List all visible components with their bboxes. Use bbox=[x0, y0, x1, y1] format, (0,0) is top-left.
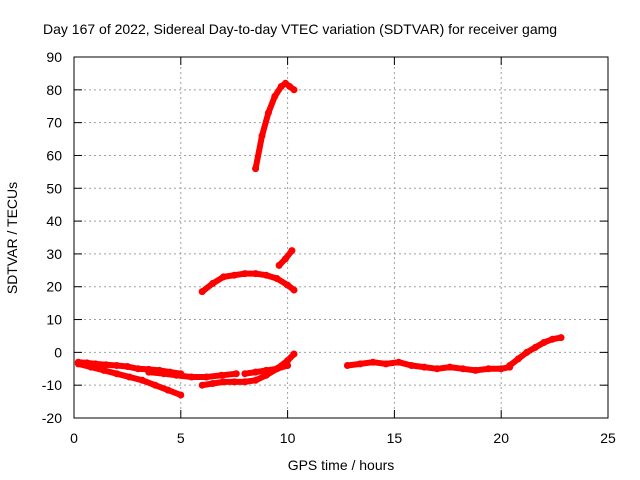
x-tick-label: 10 bbox=[280, 430, 296, 446]
y-tick-label: 40 bbox=[46, 213, 62, 229]
data-point bbox=[145, 368, 153, 376]
data-point bbox=[241, 378, 249, 386]
data-point bbox=[151, 381, 159, 389]
data-point bbox=[343, 362, 351, 369]
data-point bbox=[282, 255, 289, 263]
y-tick-label: 30 bbox=[46, 246, 62, 262]
data-point bbox=[459, 365, 467, 373]
data-point bbox=[173, 371, 180, 379]
data-point bbox=[395, 358, 403, 366]
data-point bbox=[288, 247, 296, 255]
data-point bbox=[160, 370, 168, 378]
data-point bbox=[252, 368, 260, 376]
data-point bbox=[433, 365, 441, 373]
y-axis-label: SDTVAR / TECUs bbox=[4, 182, 20, 294]
y-tick-label: 70 bbox=[46, 115, 62, 131]
data-point bbox=[202, 373, 210, 381]
data-point bbox=[290, 350, 298, 358]
data-point bbox=[138, 376, 146, 384]
x-tick-label: 20 bbox=[493, 430, 509, 446]
data-series bbox=[74, 79, 565, 399]
data-point bbox=[262, 271, 270, 279]
data-point bbox=[273, 275, 281, 282]
x-tick-label: 25 bbox=[600, 430, 616, 446]
data-point bbox=[382, 360, 390, 368]
data-point bbox=[264, 109, 272, 117]
data-point bbox=[74, 360, 82, 368]
data-point bbox=[209, 279, 217, 287]
data-point bbox=[100, 366, 108, 374]
data-point bbox=[241, 370, 249, 378]
data-point bbox=[549, 335, 556, 343]
data-point bbox=[102, 361, 110, 369]
y-tick-label: -10 bbox=[42, 377, 62, 393]
data-point bbox=[557, 334, 565, 342]
data-point bbox=[273, 365, 281, 373]
data-point bbox=[87, 363, 95, 371]
data-point bbox=[484, 365, 492, 373]
data-point bbox=[446, 363, 454, 371]
data-point bbox=[497, 365, 505, 373]
data-point bbox=[126, 373, 133, 381]
data-point bbox=[220, 378, 227, 386]
x-tick-label: 5 bbox=[177, 430, 185, 446]
y-tick-label: 20 bbox=[46, 279, 62, 295]
data-point bbox=[241, 270, 249, 278]
y-axis-ticks: -20 -10 0 10 20 30 40 50 60 70 80 90 bbox=[42, 49, 608, 426]
data-point bbox=[123, 363, 131, 370]
data-point bbox=[164, 386, 172, 394]
data-point bbox=[540, 339, 548, 346]
data-point bbox=[209, 380, 217, 387]
data-point bbox=[271, 92, 279, 100]
x-tick-label: 0 bbox=[70, 430, 78, 446]
plot-frame bbox=[73, 56, 609, 419]
data-point bbox=[284, 362, 292, 369]
data-point bbox=[514, 355, 522, 363]
y-tick-label: 80 bbox=[46, 82, 62, 98]
series-line-arc-6 bbox=[199, 270, 297, 295]
data-point bbox=[113, 362, 121, 369]
data-point bbox=[284, 357, 292, 365]
y-tick-label: 50 bbox=[46, 180, 62, 196]
data-point bbox=[252, 270, 260, 278]
x-axis-ticks: 0 5 10 15 20 25 bbox=[70, 57, 616, 446]
chart-title: Day 167 of 2022, Sidereal Day-to-day VTE… bbox=[43, 21, 557, 37]
data-point bbox=[284, 281, 292, 289]
x-tick-label: 15 bbox=[387, 430, 403, 446]
data-point bbox=[356, 360, 364, 368]
data-point bbox=[217, 371, 225, 379]
y-tick-label: 60 bbox=[46, 147, 62, 163]
data-point bbox=[290, 86, 298, 94]
y-tick-label: 90 bbox=[46, 49, 62, 65]
y-tick-label: 10 bbox=[46, 312, 62, 328]
data-point bbox=[262, 366, 270, 374]
data-point bbox=[252, 165, 260, 173]
data-point bbox=[408, 362, 415, 369]
y-tick-label: -20 bbox=[42, 410, 62, 426]
data-point bbox=[177, 391, 185, 399]
x-axis-label: GPS time / hours bbox=[288, 457, 395, 473]
data-point bbox=[420, 363, 428, 371]
data-point bbox=[230, 378, 238, 386]
data-point bbox=[472, 366, 480, 374]
data-point bbox=[258, 132, 266, 140]
data-point bbox=[113, 370, 121, 378]
data-point bbox=[290, 286, 298, 294]
data-point bbox=[198, 381, 206, 389]
data-point bbox=[369, 358, 377, 366]
y-tick-label: 0 bbox=[54, 344, 62, 360]
data-point bbox=[506, 362, 514, 369]
data-point bbox=[134, 365, 142, 373]
grid bbox=[74, 57, 608, 418]
data-point bbox=[230, 271, 238, 279]
data-point bbox=[275, 261, 283, 269]
data-point bbox=[198, 288, 206, 296]
data-point bbox=[252, 376, 260, 384]
data-point bbox=[220, 273, 227, 281]
data-point bbox=[523, 348, 531, 356]
data-point bbox=[232, 370, 240, 378]
data-point bbox=[188, 373, 195, 381]
data-point bbox=[531, 343, 539, 351]
